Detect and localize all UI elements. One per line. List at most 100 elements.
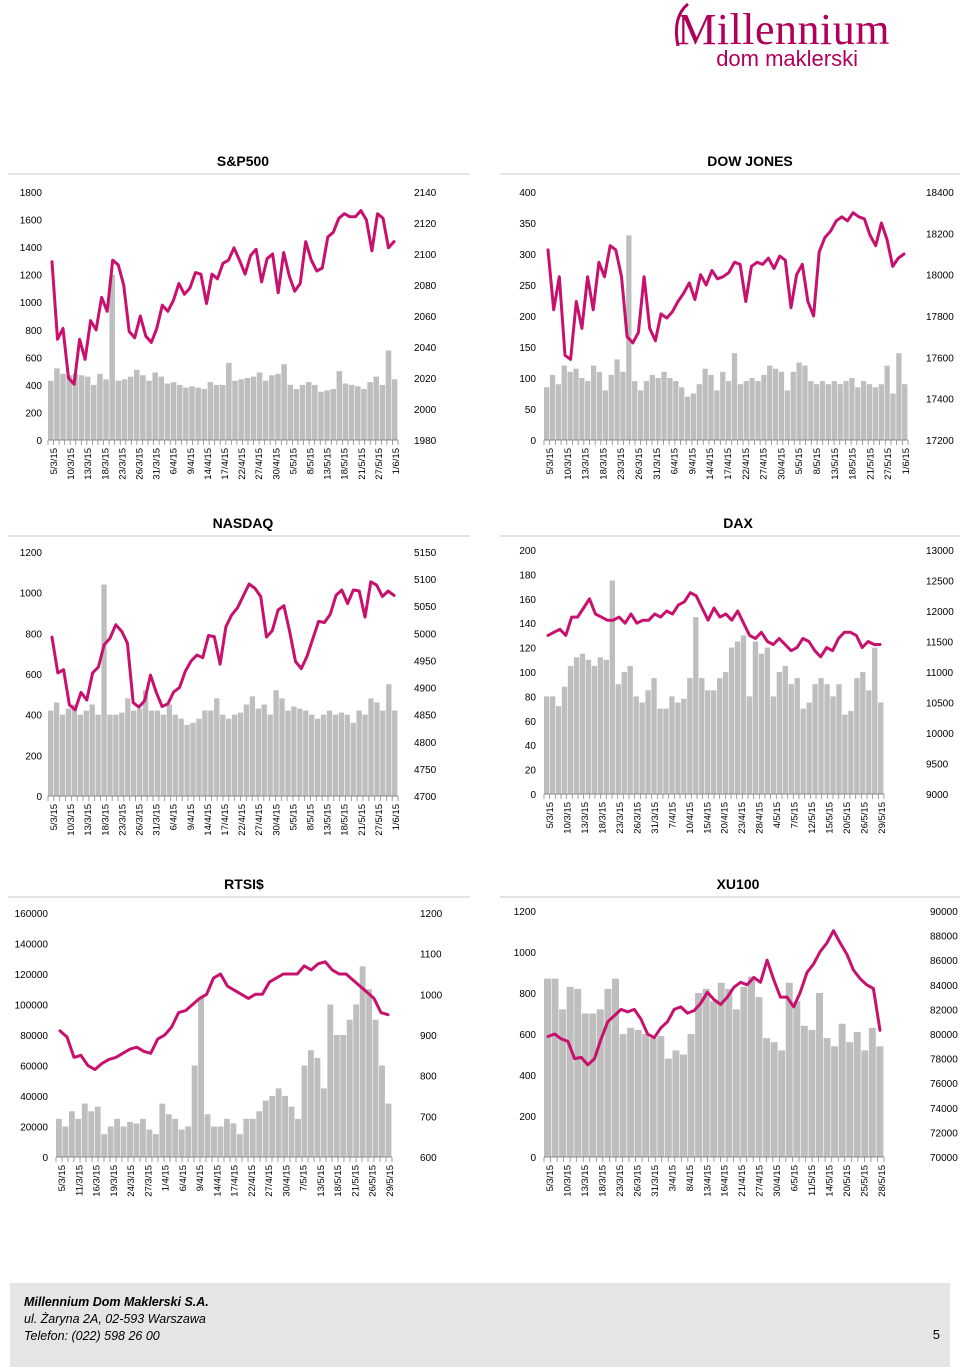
volume-bar: [120, 1126, 127, 1157]
volume-bar: [708, 374, 714, 440]
volume-bar: [855, 387, 861, 440]
right-tick-label: 2100: [414, 250, 437, 261]
volume-bar: [596, 1009, 604, 1157]
volume-bar: [170, 382, 177, 440]
volume-bar: [872, 647, 878, 794]
x-tick-label: 18/3/15: [100, 448, 111, 480]
volume-bar: [172, 1118, 179, 1157]
right-tick-label: 5100: [414, 575, 437, 586]
footer-company: Millennium Dom Maklerski S.A.: [24, 1295, 209, 1309]
left-tick-label: 1000: [20, 298, 43, 309]
left-tick-label: 100: [519, 374, 536, 385]
x-tick-label: 13/5/15: [316, 1165, 327, 1197]
volume-bar: [673, 381, 679, 440]
chart-title: RTSI$: [224, 876, 264, 892]
x-tick-label: 15/4/15: [702, 802, 713, 834]
volume-bar: [860, 672, 866, 794]
volume-bar: [836, 684, 842, 794]
x-tick-label: 10/3/15: [562, 1165, 573, 1197]
volume-bar: [78, 375, 85, 440]
volume-bar: [90, 384, 97, 440]
volume-bar: [243, 704, 250, 796]
volume-bar: [776, 672, 782, 794]
volume-bar: [802, 365, 808, 440]
x-tick-label: 18/3/15: [100, 804, 111, 836]
left-tick-label: 0: [36, 792, 42, 803]
x-tick-label: 28/5/15: [877, 1165, 888, 1197]
volume-bar: [148, 710, 155, 796]
left-tick-label: 0: [530, 1153, 536, 1164]
x-tick-label: 14/5/15: [825, 1165, 836, 1197]
volume-bar: [136, 708, 143, 796]
left-tick-label: 800: [25, 629, 42, 640]
left-tick-label: 350: [519, 219, 536, 230]
volume-bar: [579, 378, 585, 440]
volume-bar: [249, 1118, 256, 1157]
volume-bar: [342, 383, 349, 440]
volume-bar: [603, 659, 610, 794]
volume-bar: [770, 696, 777, 794]
x-tick-label: 7/4/15: [667, 802, 678, 828]
volume-bar: [849, 378, 855, 440]
volume-bar: [196, 718, 202, 796]
volume-bar: [362, 714, 368, 796]
x-tick-label: 26/3/15: [135, 804, 146, 836]
volume-bar: [649, 1038, 657, 1157]
volume-bar: [391, 379, 398, 440]
left-tick-label: 200: [519, 1112, 536, 1123]
volume-bar: [657, 1036, 665, 1157]
volume-bar: [716, 678, 723, 794]
left-tick-label: 1400: [20, 243, 43, 254]
volume-bar: [95, 714, 101, 796]
volume-bar: [597, 657, 604, 794]
volume-bar: [902, 384, 908, 440]
x-tick-label: 12/5/15: [807, 802, 818, 834]
volume-bar: [566, 986, 574, 1157]
volume-bar: [372, 1019, 379, 1157]
left-tick-label: 800: [519, 989, 536, 1000]
volume-bar: [107, 1126, 114, 1157]
left-tick-label: 800: [25, 326, 42, 337]
volume-bar: [224, 1118, 230, 1157]
chart-dowjones: DOW JONES 400 350 300 250 200 150 100 50 0 18400 18…: [500, 150, 960, 490]
volume-bar: [609, 580, 615, 794]
volume-bar: [231, 714, 238, 796]
left-tick-label: 40: [525, 741, 537, 752]
right-tick-label: 2060: [414, 312, 437, 323]
volume-bar: [737, 384, 744, 440]
volume-bar: [146, 380, 152, 440]
volume-bar: [732, 1009, 740, 1157]
x-tick-label: 5/3/15: [545, 1165, 556, 1191]
volume-bar: [544, 387, 550, 440]
volume-bar: [160, 714, 167, 796]
volume-bar: [782, 665, 788, 794]
volume-bar: [612, 978, 619, 1157]
x-tick-label: 8/4/15: [685, 1165, 696, 1191]
volume-bar: [800, 1025, 808, 1157]
volume-bar: [711, 690, 717, 794]
left-tick-label: 200: [519, 312, 536, 323]
millennium-logo: Millennium dom maklerski: [660, 0, 950, 72]
volume-bar: [699, 678, 705, 794]
x-tick-label: 13/3/15: [580, 1165, 591, 1197]
volume-bar: [88, 1111, 95, 1157]
volume-bar: [301, 1065, 308, 1157]
volume-bar: [305, 382, 312, 440]
x-tick-label: 30/4/15: [271, 804, 282, 836]
x-tick-label: 24/3/15: [126, 1165, 137, 1197]
right-tick-label: 18000: [926, 271, 954, 282]
volume-bar: [784, 390, 790, 440]
volume-bar: [679, 387, 685, 440]
volume-bar: [256, 372, 263, 440]
x-tick-label: 11/3/15: [74, 1165, 85, 1196]
volume-bar: [195, 387, 201, 440]
right-tick-label: 17200: [926, 436, 954, 447]
left-tick-label: 200: [519, 546, 536, 557]
volume-bar: [204, 1114, 211, 1157]
x-tick-label: 27/3/15: [143, 1165, 154, 1197]
volume-bar: [621, 672, 627, 794]
x-tick-label: 26/3/15: [632, 802, 643, 834]
volume-bar: [244, 378, 251, 440]
x-tick-label: 20/4/15: [720, 802, 731, 834]
right-tick-label: 74000: [930, 1104, 958, 1115]
